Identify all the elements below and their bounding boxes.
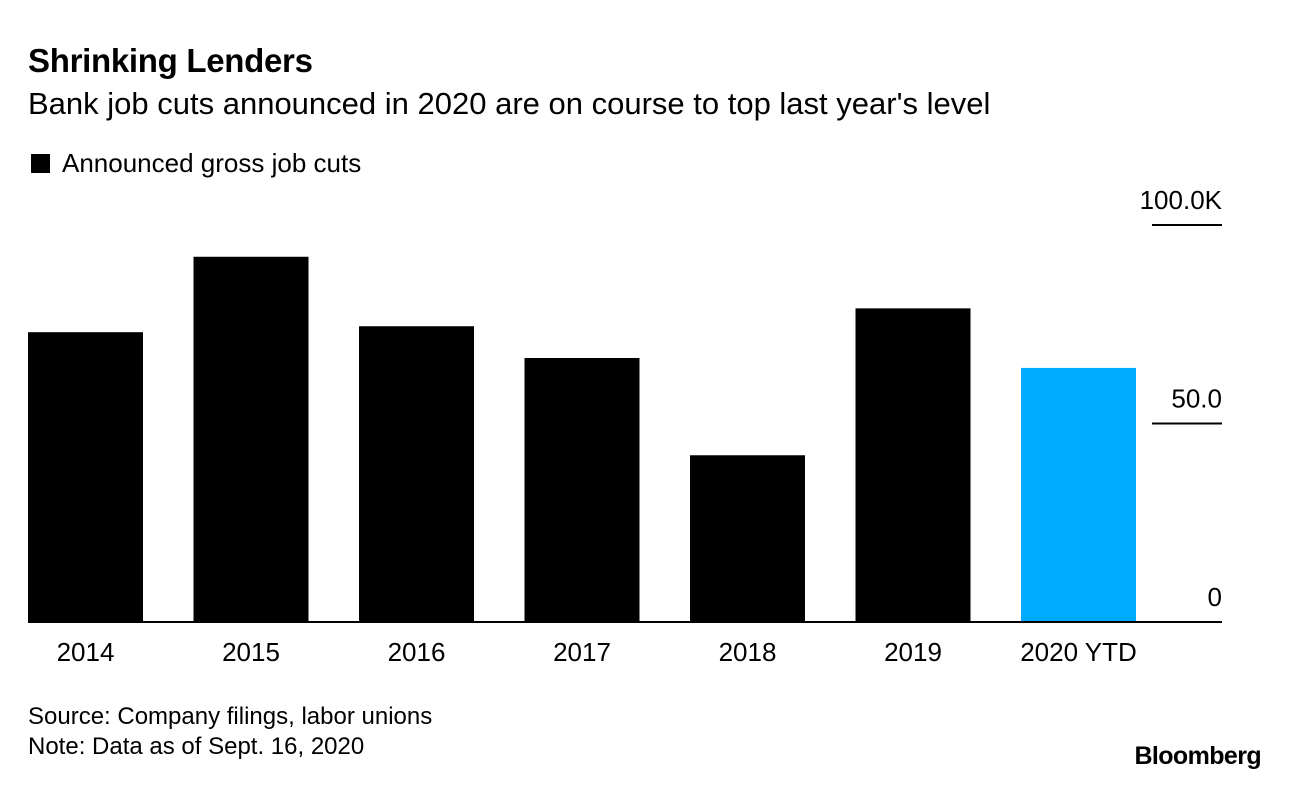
chart-subtitle: Bank job cuts announced in 2020 are on c… — [28, 86, 991, 121]
bloomberg-logo: Bloomberg — [1134, 742, 1261, 770]
source-note: Source: Company filings, labor unions — [28, 703, 433, 730]
bar-2019 — [855, 308, 971, 622]
x-tick-label: 2017 — [553, 637, 611, 667]
bar-2016 — [359, 326, 474, 622]
x-tick-label: 2018 — [719, 637, 777, 667]
x-tick-label: 2014 — [57, 637, 115, 667]
y-tick-label: 0 — [1208, 582, 1222, 612]
x-tick-label: 2015 — [222, 637, 280, 667]
y-tick-label: 100.0K — [1140, 185, 1223, 215]
chart-title: Shrinking Lenders — [28, 42, 313, 79]
chart-legend: Announced gross job cuts — [31, 148, 361, 179]
data-note: Note: Data as of Sept. 16, 2020 — [28, 733, 365, 760]
legend-swatch — [31, 154, 50, 173]
bar-2020-ytd — [1021, 367, 1136, 622]
bar-2017 — [524, 357, 640, 622]
bar-chart: 2014 2015 2016 2017 2018 2019 2020 YTD 0 50.0 100… — [28, 185, 1223, 667]
bar-2018 — [690, 455, 805, 622]
x-tick-label: 2016 — [388, 637, 446, 667]
y-tick-label: 50.0 — [1171, 384, 1222, 414]
bar-2014 — [28, 332, 143, 622]
legend-label: Announced gross job cuts — [62, 148, 362, 178]
x-tick-label: 2019 — [884, 637, 942, 667]
x-tick-label: 2020 YTD — [1020, 637, 1137, 667]
bar-2015 — [193, 256, 309, 622]
